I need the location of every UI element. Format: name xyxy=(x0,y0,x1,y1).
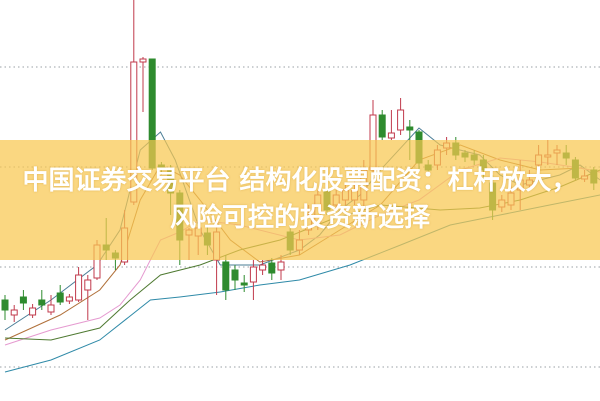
candle-up xyxy=(139,58,147,63)
title-banner xyxy=(0,140,600,260)
candle-up xyxy=(75,274,83,301)
candle-down xyxy=(1,299,9,311)
candle-down xyxy=(378,114,386,138)
candle-up xyxy=(10,309,18,316)
headline-line-2: 风险可控的投资新选择 xyxy=(169,203,430,233)
candle-up xyxy=(397,109,405,131)
candle-up xyxy=(259,264,267,271)
candle-down xyxy=(222,261,230,291)
candle-down xyxy=(56,292,64,303)
candle-down xyxy=(406,126,414,131)
candle-up xyxy=(387,132,395,139)
candle-down xyxy=(19,296,27,304)
candle-up xyxy=(47,304,55,313)
candle-up xyxy=(29,307,37,316)
candle-down xyxy=(38,299,46,306)
candle-down xyxy=(268,262,276,274)
candle-down xyxy=(231,269,239,281)
candle-down xyxy=(240,282,248,286)
headline: 中国证券交易平台 结构化股票配资：杠杆放大， 风险可控的投资新选择 xyxy=(0,163,600,237)
candle-up xyxy=(277,261,285,271)
candle-up xyxy=(84,279,92,291)
headline-line-1: 中国证券交易平台 结构化股票配资：杠杆放大， xyxy=(22,166,578,196)
candle-up xyxy=(65,296,73,302)
candle-up xyxy=(249,266,257,283)
